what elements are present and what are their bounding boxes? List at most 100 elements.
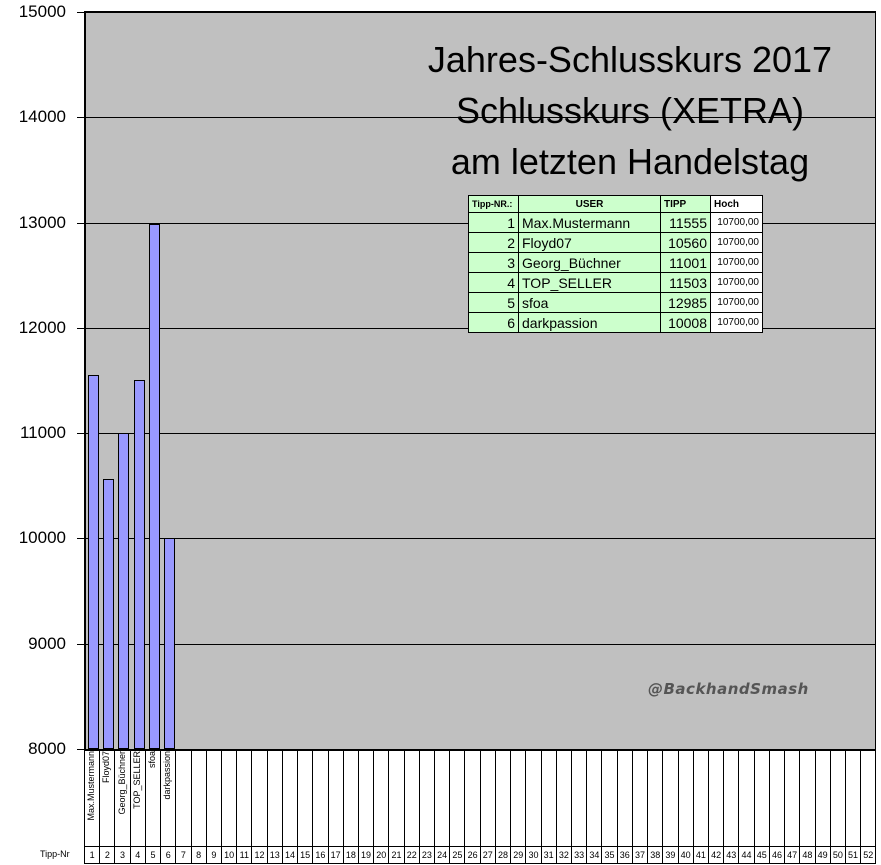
table-cell: 11555 — [661, 213, 711, 233]
x-tick-label: 38 — [648, 847, 664, 863]
x-category-cell — [329, 751, 344, 846]
table-cell: 10700,00 — [711, 233, 763, 253]
x-tick-label: 5 — [146, 847, 162, 863]
x-category-cell — [313, 751, 329, 846]
chart-title: Jahres-Schlusskurs 2017 Schlusskurs (XET… — [385, 34, 875, 187]
x-category-cell — [435, 751, 451, 846]
chart-title-line-3: am letzten Handelstag — [450, 141, 810, 182]
table-cell: 2 — [469, 233, 519, 253]
x-category-cell — [450, 751, 466, 846]
x-tick-label: 8 — [192, 847, 207, 863]
x-tick-label: 16 — [313, 847, 329, 863]
plot-area — [84, 11, 876, 751]
table-cell: 10700,00 — [711, 213, 763, 233]
table-cell: 12985 — [661, 293, 711, 313]
y-axis-tick — [77, 117, 84, 119]
y-axis-label: 11000 — [19, 423, 66, 443]
x-category-cell — [237, 751, 253, 846]
x-category-cell — [481, 751, 496, 846]
x-tick-label: 14 — [283, 847, 299, 863]
x-category-cell — [526, 751, 542, 846]
table-header-cell: Tipp-NR.: — [469, 196, 519, 213]
x-tick-label: 25 — [450, 847, 466, 863]
table-cell: 10700,00 — [711, 253, 763, 273]
x-category-cell — [602, 751, 618, 846]
x-tick-label: 46 — [770, 847, 786, 863]
x-tick-label: 28 — [496, 847, 512, 863]
x-tick-label: 11 — [237, 847, 253, 863]
x-axis-title: Tipp-Nr — [40, 849, 70, 859]
y-axis-tick — [77, 643, 84, 645]
y-axis-label: 13000 — [18, 212, 66, 232]
y-axis-label: 12000 — [18, 317, 66, 337]
x-category-cell — [268, 751, 283, 846]
x-category-cell — [785, 751, 801, 846]
x-category-cell — [298, 751, 314, 846]
x-category-cell — [465, 751, 481, 846]
x-tick-label: 23 — [420, 847, 436, 863]
x-category-cell: Georg_Büchner — [115, 751, 131, 846]
x-tick-label: 36 — [618, 847, 633, 863]
x-tick-label: 33 — [572, 847, 588, 863]
x-category-cell — [207, 751, 222, 846]
table-cell: 6 — [469, 313, 519, 333]
x-category-cell — [359, 751, 375, 846]
table-cell: 10700,00 — [711, 273, 763, 293]
x-category-cell — [846, 751, 862, 846]
y-axis-tick — [77, 12, 84, 13]
chart-title-line-2: Schlusskurs (XETRA) — [455, 90, 805, 131]
x-tick-label: 32 — [557, 847, 572, 863]
table-cell: 10008 — [661, 313, 711, 333]
x-category-cell — [633, 751, 649, 846]
x-tick-label: 1 — [85, 847, 101, 863]
x-category-cell — [831, 751, 846, 846]
gridline — [86, 117, 875, 119]
bar-4 — [133, 380, 145, 749]
x-tick-label: 51 — [846, 847, 862, 863]
x-category-cell — [283, 751, 299, 846]
bar-2 — [103, 479, 115, 749]
table-cell: TOP_SELLER — [519, 273, 661, 293]
table-cell: 11001 — [661, 253, 711, 273]
x-category-cell — [542, 751, 557, 846]
x-category-cell — [572, 751, 588, 846]
y-axis-label: 10000 — [18, 528, 66, 548]
y-axis-label: 15000 — [18, 2, 66, 21]
x-category-cell — [496, 751, 512, 846]
bar-6 — [163, 537, 175, 749]
x-category-cell — [344, 751, 359, 846]
gridline — [86, 12, 875, 13]
y-axis-tick — [77, 749, 84, 750]
ranking-table: Tipp-NR.: USER TIPP Hoch 1 Max.Mustermann 1155… — [468, 195, 763, 333]
x-tick-label: 7 — [176, 847, 192, 863]
x-tick-label: 26 — [465, 847, 481, 863]
table-cell: 4 — [469, 273, 519, 293]
x-category-cell — [816, 751, 831, 846]
x-tick-label: 39 — [663, 847, 679, 863]
table-cell: Georg_Büchner — [519, 253, 661, 273]
x-category-cell — [709, 751, 725, 846]
x-category-cell — [694, 751, 709, 846]
x-tick-label: 13 — [268, 847, 283, 863]
gridline — [86, 538, 875, 540]
bar-label: TOP_SELLER — [131, 751, 142, 809]
x-tick-label: 52 — [861, 847, 877, 863]
x-tick-label: 45 — [755, 847, 770, 863]
x-tick-label: 41 — [694, 847, 709, 863]
x-tick-label: 3 — [115, 847, 131, 863]
table-cell: 1 — [469, 213, 519, 233]
x-category-cell — [800, 751, 816, 846]
x-category-cell — [557, 751, 572, 846]
table-header-cell: TIPP — [661, 196, 711, 213]
x-category-cell — [511, 751, 527, 846]
x-category-cell — [679, 751, 694, 846]
x-category-cell — [755, 751, 770, 846]
x-category-cell — [420, 751, 436, 846]
bar-3 — [118, 433, 130, 749]
x-tick-label: 12 — [252, 847, 268, 863]
table-header-cell: USER — [519, 196, 661, 213]
x-tick-label: 30 — [526, 847, 542, 863]
table-cell: 5 — [469, 293, 519, 313]
table-cell: 3 — [469, 253, 519, 273]
